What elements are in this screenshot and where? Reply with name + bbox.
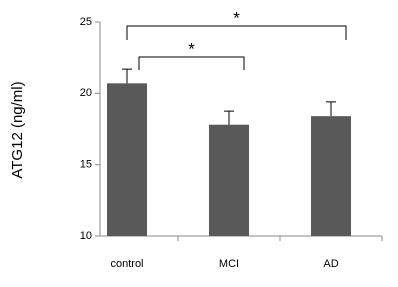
bar	[311, 116, 351, 236]
x-tick-label: control	[110, 258, 143, 270]
y-tick-label: 15	[80, 159, 92, 171]
x-tick-label: MCI	[219, 258, 239, 270]
annotation: *	[233, 8, 240, 27]
significance-bracket	[138, 56, 245, 70]
error-bar	[122, 68, 132, 84]
bar	[107, 83, 147, 236]
y-tick-label: 10	[80, 230, 92, 242]
y-axis-label: ATG12 (ng/ml)	[9, 81, 26, 178]
x-tick-label: AD	[323, 258, 338, 270]
y-tick-label: 25	[80, 16, 92, 28]
bar	[209, 124, 249, 236]
error-bar	[224, 110, 234, 125]
error-bar	[326, 101, 336, 117]
y-tick-label: 20	[80, 87, 92, 99]
significance-bracket	[126, 25, 347, 40]
annotation: *	[188, 39, 195, 58]
